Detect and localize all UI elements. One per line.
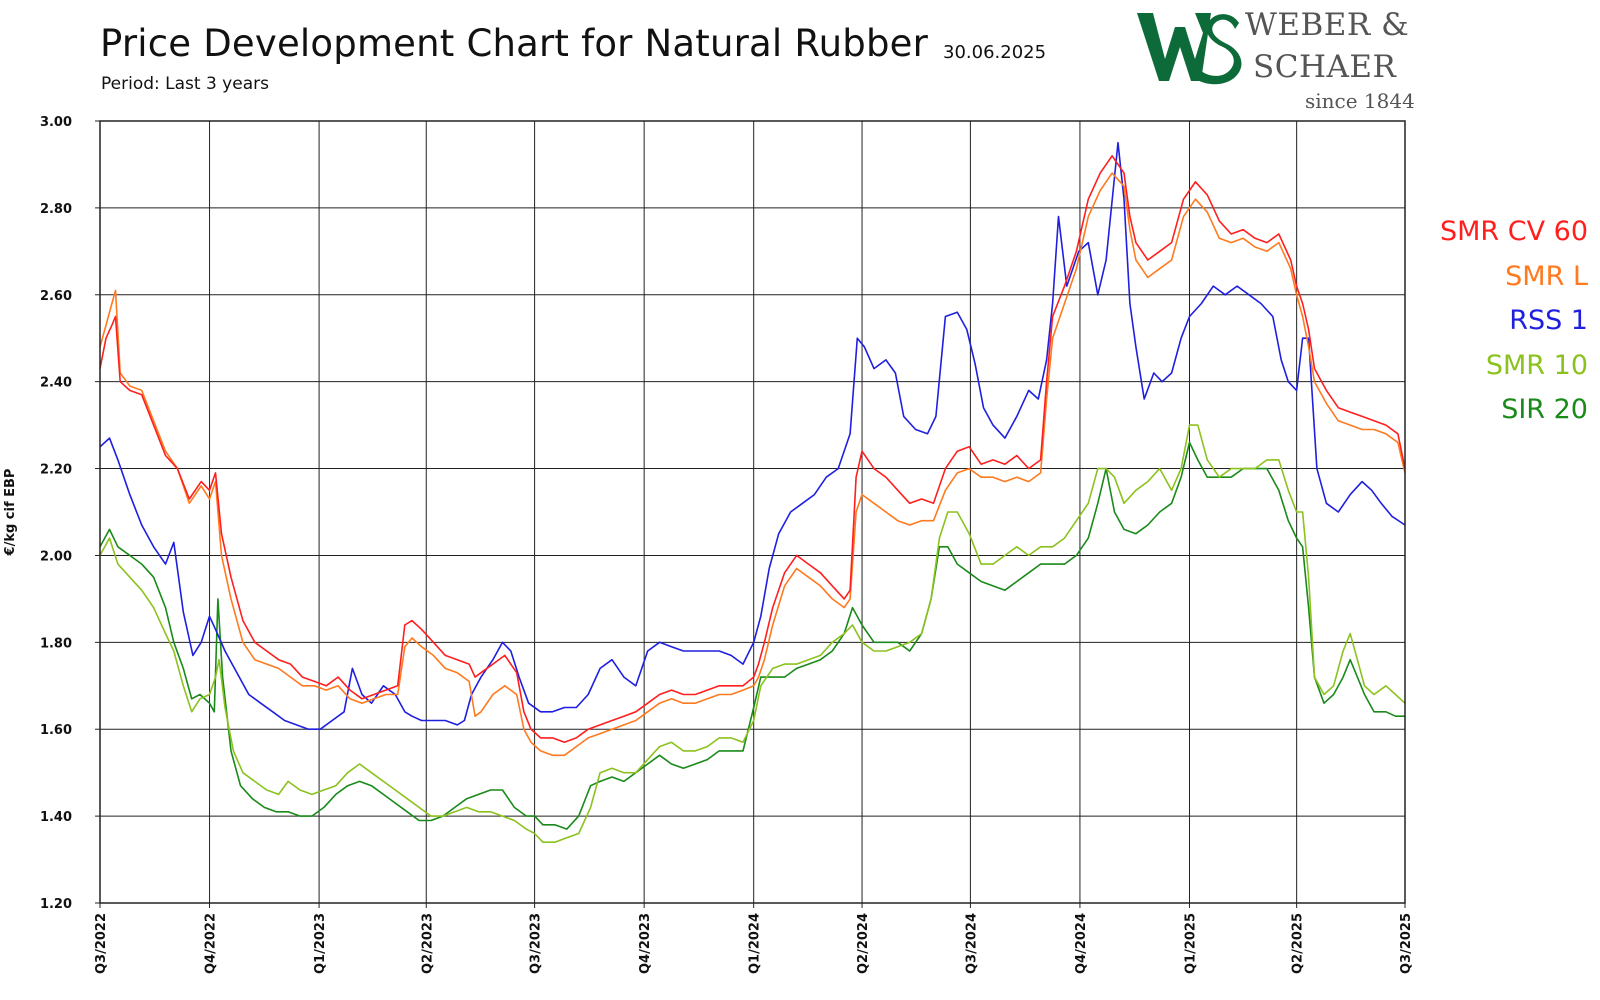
y-tick-label: 2.60 <box>40 289 72 304</box>
series-line-smr-10 <box>99 424 1406 843</box>
y-tick-label: 1.40 <box>40 810 72 825</box>
x-tick-label: Q3/2022 <box>94 913 109 974</box>
y-tick-label: 1.20 <box>40 897 72 912</box>
legend-entry-sir-20: SIR 20 <box>1501 394 1588 425</box>
x-tick-label: Q1/2024 <box>748 913 763 974</box>
y-tick-label: 2.40 <box>40 376 72 391</box>
y-tick-label: 3.00 <box>40 115 72 130</box>
x-axis-ticks: Q3/2022 Q4/2022 Q1/2023 Q2/2023 Q3/2023 Q4/20… <box>94 903 1414 974</box>
legend-entry-smr-l: SMR L <box>1505 260 1588 292</box>
x-tick-label: Q4/2023 <box>638 913 653 974</box>
legend-entry-smr-10: SMR 10 <box>1485 349 1588 381</box>
x-tick-label: Q4/2022 <box>204 913 219 974</box>
chart-subtitle: Period: Last 3 years <box>101 74 269 94</box>
series-line-rss-1 <box>99 141 1406 730</box>
series-line-smr-l <box>99 172 1406 757</box>
logo-line-weber: WEBER & <box>1245 7 1410 43</box>
y-tick-label: 1.80 <box>40 636 72 651</box>
legend-entry-rss-1: RSS 1 <box>1509 305 1588 336</box>
x-tick-label: Q1/2025 <box>1183 913 1198 974</box>
series-line-smr-cv-60 <box>99 155 1406 744</box>
ws-monogram-icon <box>1137 13 1242 85</box>
series-lines <box>99 141 1406 843</box>
chart-grid <box>99 120 1406 904</box>
company-logo: WEBER & SCHAER since 1844 <box>1135 5 1415 117</box>
x-tick-label: Q2/2025 <box>1291 913 1306 974</box>
logo-since: since 1844 <box>1305 89 1415 113</box>
y-tick-label: 1.60 <box>40 723 72 738</box>
x-tick-label: Q4/2024 <box>1074 913 1089 974</box>
chart-date: 30.06.2025 <box>943 42 1047 63</box>
x-tick-label: Q2/2023 <box>420 913 435 974</box>
x-tick-label: Q3/2025 <box>1399 913 1414 974</box>
x-tick-label: Q3/2023 <box>529 913 544 974</box>
chart-legend: SMR CV 60 SMR L RSS 1 SMR 10 SIR 20 <box>1440 210 1588 433</box>
series-line-sir-20 <box>99 441 1405 830</box>
x-tick-label: Q1/2023 <box>313 913 328 974</box>
y-tick-label: 2.20 <box>40 463 72 478</box>
x-tick-label: Q3/2024 <box>964 913 979 974</box>
y-axis-label: €/kg cif EBP <box>3 469 18 557</box>
y-axis-ticks: 1.20 1.40 1.60 1.80 2.00 2.20 2.40 2.60 2.80 3.00 <box>40 115 100 912</box>
plot-frame <box>99 120 1406 904</box>
y-tick-label: 2.00 <box>40 549 72 564</box>
x-tick-label: Q2/2024 <box>856 913 871 974</box>
logo-line-schaer: SCHAER <box>1253 49 1397 85</box>
legend-entry-smr-cv-60: SMR CV 60 <box>1439 216 1588 247</box>
chart-title: Price Development Chart for Natural Rubb… <box>100 22 929 65</box>
y-tick-label: 2.80 <box>40 202 72 217</box>
